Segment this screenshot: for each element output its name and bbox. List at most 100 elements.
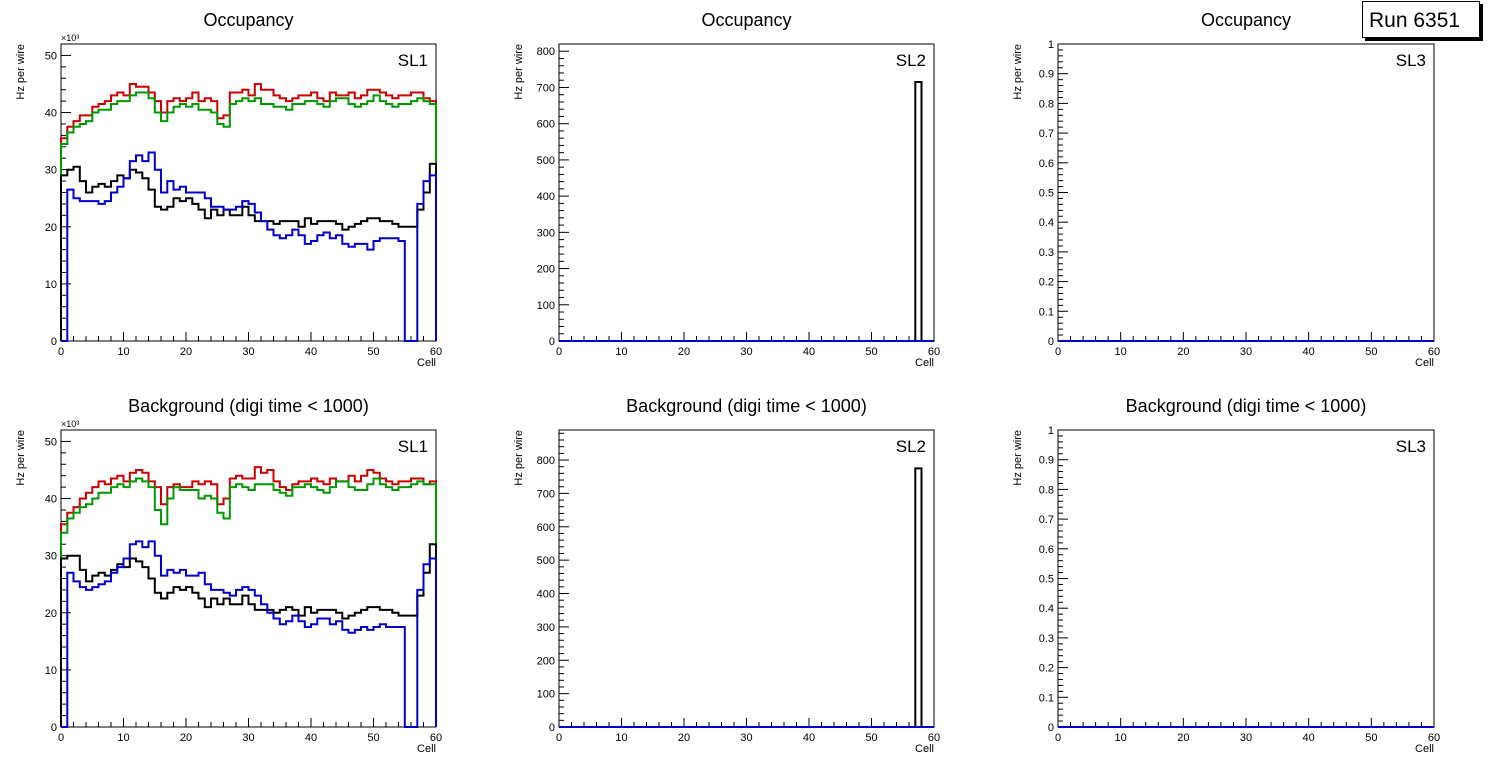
y-axis-title: Hz per wire	[1012, 430, 1024, 486]
panel-title: Occupancy	[1201, 10, 1291, 30]
y-tick-label: 50	[45, 50, 57, 62]
x-tick-label: 10	[615, 346, 627, 358]
y-tick-label: 1	[1048, 425, 1054, 437]
x-tick-label: 50	[1365, 732, 1377, 744]
histogram-panel-4: Background (digi time < 1000) 0 10 20 30 40 50…	[15, 396, 442, 755]
x-axis-title: Cell	[915, 357, 934, 369]
x-axis-title: Cell	[417, 357, 436, 369]
x-tick-label: 0	[58, 346, 64, 358]
x-tick-label: 0	[58, 732, 64, 744]
plot-frame	[558, 429, 935, 728]
y-tick-label: 30	[45, 551, 57, 563]
plot-frame	[1057, 429, 1435, 728]
x-tick-label: 60	[1428, 732, 1440, 744]
y-tick-label: 0.7	[1039, 128, 1054, 140]
x-tick-label: 40	[803, 732, 815, 744]
run-number-label: Run 6351	[1362, 1, 1480, 38]
y-tick-label: 700	[537, 82, 555, 94]
superlayer-label: SL2	[896, 437, 926, 456]
y-axis-title: Hz per wire	[1012, 44, 1024, 100]
y-tick-label: 300	[537, 227, 555, 239]
x-tick-label: 30	[1240, 346, 1252, 358]
x-tick-label: 10	[117, 346, 129, 358]
x-tick-label: 0	[1055, 732, 1061, 744]
x-tick-label: 50	[1365, 346, 1377, 358]
y-tick-label: 0	[51, 722, 57, 734]
x-tick-label: 40	[1303, 732, 1315, 744]
x-tick-label: 50	[367, 346, 379, 358]
x-tick-label: 50	[367, 732, 379, 744]
y-tick-label: 0.6	[1039, 158, 1054, 170]
plot-frame	[558, 43, 935, 342]
panel-title: Background (digi time < 1000)	[128, 396, 369, 416]
x-tick-label: 10	[1115, 346, 1127, 358]
superlayer-label: SL3	[1396, 51, 1426, 70]
x-tick-label: 20	[180, 346, 192, 358]
x-tick-label: 20	[678, 732, 690, 744]
y-tick-label: 500	[537, 155, 555, 167]
y-tick-label: 0.7	[1039, 514, 1054, 526]
plot-frame	[1057, 43, 1435, 342]
y-tick-label: 200	[537, 264, 555, 276]
x-tick-label: 30	[740, 346, 752, 358]
y-tick-label: 0.9	[1039, 455, 1054, 467]
x-tick-label: 40	[1303, 346, 1315, 358]
histogram-series-layer1	[60, 466, 437, 727]
y-tick-label: 100	[537, 300, 555, 312]
x-tick-label: 60	[430, 732, 442, 744]
y-tick-label: 600	[537, 522, 555, 534]
x-tick-label: 20	[1177, 346, 1189, 358]
y-tick-label: 400	[537, 589, 555, 601]
y-tick-label: 0.5	[1039, 574, 1054, 586]
panel-title: Occupancy	[203, 10, 293, 30]
x-tick-label: 50	[865, 732, 877, 744]
y-tick-label: 0.1	[1039, 692, 1054, 704]
y-tick-label: 800	[537, 46, 555, 58]
x-tick-label: 60	[1428, 346, 1440, 358]
y-tick-label: 600	[537, 119, 555, 131]
x-tick-label: 30	[740, 732, 752, 744]
histogram-series-layer3	[60, 162, 437, 341]
y-tick-label: 0.8	[1039, 484, 1054, 496]
superlayer-label: SL2	[896, 51, 926, 70]
y-axis-title: Hz per wire	[15, 44, 27, 100]
y-tick-label: 0.2	[1039, 663, 1054, 675]
y-tick-label: 0.3	[1039, 247, 1054, 259]
histogram-series-layer1	[60, 83, 437, 341]
y-tick-label: 100	[537, 689, 555, 701]
y-tick-label: 700	[537, 488, 555, 500]
y-tick-label: 10	[45, 279, 57, 291]
y-tick-label: 50	[45, 436, 57, 448]
x-tick-label: 20	[180, 732, 192, 744]
y-tick-label: 400	[537, 191, 555, 203]
x-tick-label: 30	[242, 732, 254, 744]
y-tick-label: 0.4	[1039, 217, 1054, 229]
histogram-series-layer2	[60, 477, 437, 727]
histogram-panel-3: Occupancy 0 10 20 30 40 50 60 0 0.1 0.2 0.3 0.4 0.5 0.…	[1012, 10, 1440, 369]
histogram-series-layer2	[60, 91, 437, 341]
x-tick-label: 60	[928, 346, 940, 358]
y-tick-label: 0.1	[1039, 306, 1054, 318]
histogram-series-layer3	[559, 467, 934, 728]
histogram-panel-6: Background (digi time < 1000)0 10 20 30 40 50…	[1012, 396, 1440, 755]
y-tick-label: 0.5	[1039, 188, 1054, 200]
y-tick-label: 0.3	[1039, 633, 1054, 645]
y-tick-label: 40	[45, 108, 57, 120]
y-tick-label: 0.8	[1039, 98, 1054, 110]
x-tick-label: 40	[305, 346, 317, 358]
y-axis-title: Hz per wire	[15, 430, 27, 486]
x-tick-label: 30	[242, 346, 254, 358]
superlayer-label: SL3	[1396, 437, 1426, 456]
y-tick-label: 200	[537, 655, 555, 667]
superlayer-label: SL1	[398, 51, 428, 70]
x-tick-label: 20	[1177, 732, 1189, 744]
y-tick-label: 0	[1048, 722, 1054, 734]
y-tick-label: 0	[549, 722, 555, 734]
y-tick-label: 20	[45, 608, 57, 620]
x-tick-label: 60	[430, 346, 442, 358]
y-tick-label: 20	[45, 222, 57, 234]
y-tick-label: 0	[549, 336, 555, 348]
panel-title: Occupancy	[701, 10, 791, 30]
x-axis-title: Cell	[915, 743, 934, 755]
